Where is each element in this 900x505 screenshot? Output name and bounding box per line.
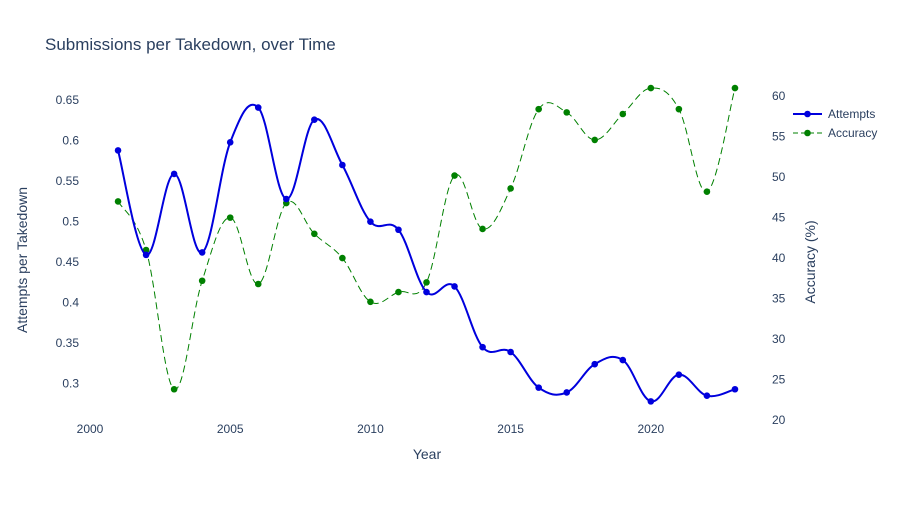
data-point-accuracy[interactable] <box>170 385 178 393</box>
data-point-attempts[interactable] <box>479 343 486 351</box>
data-point-attempts[interactable] <box>395 226 402 234</box>
data-point-attempts[interactable] <box>507 348 514 356</box>
data-point-attempts[interactable] <box>198 249 206 256</box>
data-point-accuracy[interactable] <box>142 246 150 254</box>
y-tick-label: 0.55 <box>56 174 80 188</box>
data-point-accuracy[interactable] <box>479 225 486 233</box>
data-point-accuracy[interactable] <box>198 277 206 285</box>
y2-tick-label: 40 <box>772 251 786 265</box>
y-tick-label: 0.65 <box>56 93 80 107</box>
data-point-accuracy[interactable] <box>647 84 655 92</box>
data-point-attempts[interactable] <box>731 385 739 393</box>
data-point-accuracy[interactable] <box>226 214 234 221</box>
data-point-accuracy[interactable] <box>535 105 542 113</box>
data-point-attempts[interactable] <box>451 283 458 290</box>
data-point-accuracy[interactable] <box>563 109 571 116</box>
y-tick-label: 0.4 <box>62 296 79 310</box>
data-point-attempts[interactable] <box>142 251 150 259</box>
data-point-attempts[interactable] <box>367 218 374 225</box>
data-point-accuracy[interactable] <box>114 198 122 205</box>
data-point-attempts[interactable] <box>114 147 122 154</box>
data-point-attempts[interactable] <box>423 288 430 296</box>
series-line-accuracy <box>117 87 736 390</box>
data-point-attempts[interactable] <box>563 389 571 396</box>
legend[interactable]: Attempts Accuracy <box>793 107 877 140</box>
data-point-accuracy[interactable] <box>507 185 514 192</box>
y-tick-label: 0.5 <box>62 215 79 229</box>
legend-marker-accuracy <box>804 129 811 137</box>
y2-tick-label: 25 <box>772 373 786 387</box>
legend-label-accuracy: Accuracy <box>828 126 877 140</box>
data-point-accuracy[interactable] <box>619 110 627 118</box>
y2-tick-label: 30 <box>772 332 786 346</box>
data-point-accuracy[interactable] <box>423 279 430 286</box>
data-point-attempts[interactable] <box>282 195 290 203</box>
y-tick-label: 0.6 <box>62 134 79 148</box>
y2-tick-label: 50 <box>772 170 786 184</box>
y2-axis-ticks: 20 25 30 35 40 45 50 55 60 <box>772 89 786 427</box>
data-point-accuracy[interactable] <box>339 254 346 262</box>
y-tick-label: 0.35 <box>56 336 80 350</box>
x-tick-label: 2000 <box>77 422 104 436</box>
y2-axis-title: Accuracy (%) <box>802 220 818 303</box>
data-point-attempts[interactable] <box>226 139 234 146</box>
data-point-attempts[interactable] <box>647 398 655 405</box>
data-point-attempts[interactable] <box>254 104 262 111</box>
data-point-accuracy[interactable] <box>254 280 262 288</box>
data-point-attempts[interactable] <box>170 170 178 178</box>
series-layer <box>114 84 739 405</box>
y2-tick-label: 55 <box>772 130 786 144</box>
data-point-accuracy[interactable] <box>731 84 739 92</box>
data-point-accuracy[interactable] <box>591 136 599 144</box>
x-tick-label: 2010 <box>357 422 384 436</box>
x-tick-label: 2020 <box>637 422 664 436</box>
data-point-attempts[interactable] <box>311 116 318 123</box>
data-point-attempts[interactable] <box>339 161 346 169</box>
legend-marker-attempts <box>804 110 811 118</box>
chart-title: Submissions per Takedown, over Time <box>45 35 336 54</box>
legend-label-attempts: Attempts <box>828 107 875 121</box>
data-point-attempts[interactable] <box>591 360 599 368</box>
y-axis-ticks: 0.3 0.35 0.4 0.45 0.5 0.55 0.6 0.65 <box>56 93 80 390</box>
data-point-accuracy[interactable] <box>451 172 458 179</box>
data-point-accuracy[interactable] <box>675 105 683 113</box>
data-point-accuracy[interactable] <box>395 288 402 296</box>
legend-item-accuracy[interactable]: Accuracy <box>793 126 877 140</box>
x-tick-label: 2015 <box>497 422 524 436</box>
x-axis-ticks: 2000 2005 2010 2015 2020 <box>77 422 665 436</box>
data-point-attempts[interactable] <box>619 356 627 364</box>
y2-tick-label: 60 <box>772 89 786 103</box>
y2-tick-label: 20 <box>772 413 786 427</box>
data-point-attempts[interactable] <box>535 384 542 391</box>
legend-item-attempts[interactable]: Attempts <box>793 107 875 121</box>
y2-tick-label: 35 <box>772 292 786 306</box>
data-point-attempts[interactable] <box>675 371 683 378</box>
data-point-accuracy[interactable] <box>367 298 374 306</box>
data-point-accuracy[interactable] <box>311 230 318 238</box>
y-tick-label: 0.3 <box>62 377 79 391</box>
x-axis-title: Year <box>413 446 442 462</box>
data-point-accuracy[interactable] <box>703 188 711 196</box>
y-axis-title: Attempts per Takedown <box>14 187 30 333</box>
x-tick-label: 2005 <box>217 422 244 436</box>
data-point-attempts[interactable] <box>703 392 711 400</box>
y-tick-label: 0.45 <box>56 255 80 269</box>
y2-tick-label: 45 <box>772 211 786 225</box>
